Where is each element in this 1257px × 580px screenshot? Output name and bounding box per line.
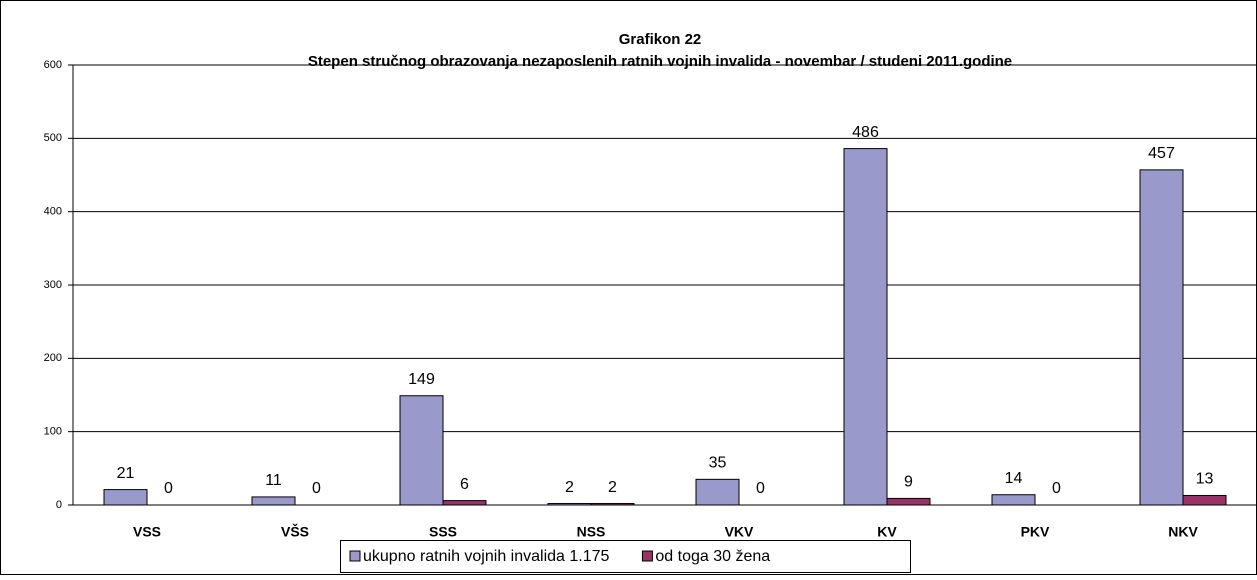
data-label: 0	[1052, 480, 1061, 497]
data-label: 149	[408, 371, 435, 388]
y-tick-label: 200	[44, 352, 62, 364]
bar	[103, 489, 148, 506]
y-tick-label: 500	[44, 132, 62, 144]
y-tick-label: 400	[44, 206, 62, 218]
x-tick-label: VŠS	[281, 523, 309, 540]
legend-swatch	[641, 550, 653, 562]
legend-label: ukupno ratnih vojnih invalida 1.175	[363, 548, 610, 565]
data-label: 2	[565, 479, 574, 496]
x-tick-label: KV	[877, 524, 897, 540]
bar	[695, 478, 740, 506]
bar	[1182, 494, 1227, 506]
y-tick-label: 0	[56, 499, 62, 511]
bar	[399, 395, 444, 506]
x-tick-label: VKV	[725, 524, 754, 540]
data-label: 2	[608, 479, 617, 496]
bar	[547, 503, 592, 506]
x-tick-label: VSS	[133, 524, 161, 540]
bar	[251, 496, 296, 506]
bar	[886, 497, 931, 506]
x-tick-label: PKV	[1021, 524, 1050, 540]
legend-label: od toga 30 žena	[655, 548, 770, 565]
data-label: 11	[265, 472, 282, 489]
bar	[843, 148, 888, 506]
data-label: 14	[1005, 470, 1023, 487]
data-label: 6	[460, 476, 469, 493]
y-tick-label: 600	[44, 59, 62, 71]
data-label: 13	[1196, 471, 1214, 488]
bar	[991, 494, 1036, 506]
data-label: 0	[756, 480, 765, 497]
data-label: 0	[312, 480, 321, 497]
y-tick-label: 300	[44, 279, 62, 291]
bar	[442, 500, 487, 506]
legend-box	[340, 540, 911, 573]
data-label: 21	[117, 465, 135, 482]
bar	[590, 503, 635, 506]
y-tick-label: 100	[44, 426, 62, 438]
data-label: 35	[709, 455, 727, 472]
data-label: 486	[852, 124, 879, 141]
x-tick-label: SSS	[429, 524, 457, 540]
data-label: 457	[1148, 145, 1175, 162]
chart-title: Grafikon 22	[619, 31, 702, 48]
x-tick-label: NKV	[1168, 524, 1198, 540]
x-tick-label: NSS	[577, 524, 606, 540]
data-label: 9	[904, 474, 913, 491]
legend-swatch	[349, 550, 361, 562]
data-label: 0	[164, 480, 173, 497]
chart-subtitle: Stepen stručnog obrazovanja nezaposlenih…	[308, 53, 1012, 70]
bar	[1139, 169, 1184, 506]
